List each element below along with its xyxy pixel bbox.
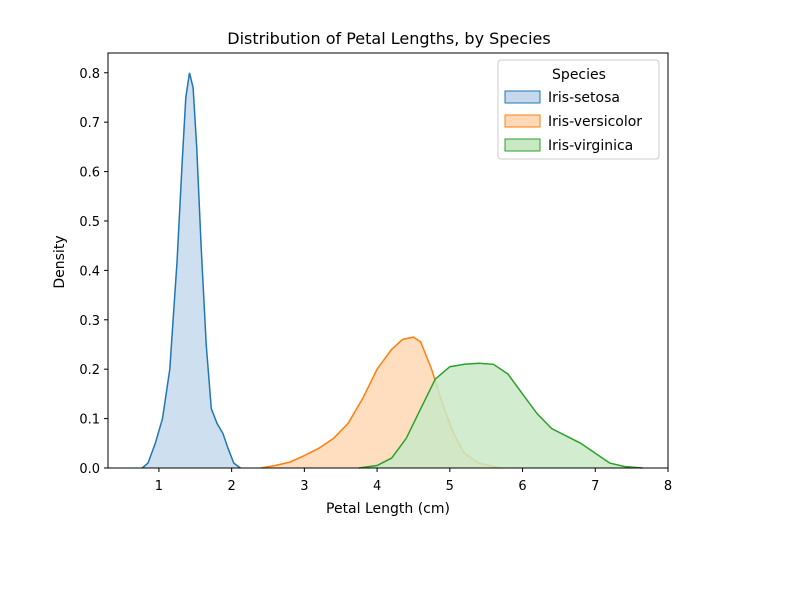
y-tick-label: 0.2 xyxy=(79,363,100,378)
legend-box xyxy=(497,59,660,160)
legend-label: Iris-versicolor xyxy=(548,114,642,130)
legend-title: Species xyxy=(552,67,606,83)
x-axis: 1 2 3 4 5 6 7 8 xyxy=(155,468,672,494)
x-tick-label: 1 xyxy=(155,479,163,494)
legend-swatch xyxy=(504,90,541,104)
x-tick-label: 5 xyxy=(446,479,454,494)
x-tick-label: 2 xyxy=(227,479,235,494)
y-tick-label: 0.4 xyxy=(79,264,100,279)
chart-title: Distribution of Petal Lengths, by Specie… xyxy=(227,29,550,48)
legend: Species Iris-setosa Iris-versicolor Iris-v… xyxy=(497,59,660,160)
plot-area xyxy=(141,72,643,469)
y-tick-label: 0.8 xyxy=(79,67,100,82)
y-tick-label: 0.6 xyxy=(79,166,100,181)
x-tick-label: 4 xyxy=(373,479,381,494)
legend-swatch xyxy=(504,114,541,128)
x-tick-label: 3 xyxy=(300,479,308,494)
y-axis: 0.0 0.1 0.2 0.3 0.4 0.5 0.6 0.7 0.8 xyxy=(79,67,108,477)
series-area-3 xyxy=(358,363,643,468)
axes-frame xyxy=(107,52,669,469)
y-tick-label: 0.1 xyxy=(79,413,100,428)
x-tick-label: 7 xyxy=(591,479,599,494)
y-tick-label: 0.3 xyxy=(79,314,100,329)
y-axis-label: Density xyxy=(52,235,68,288)
y-tick-label: 0.7 xyxy=(79,116,100,131)
series-line-1 xyxy=(141,72,241,469)
x-axis-label: Petal Length (cm) xyxy=(326,501,450,517)
series-line-3 xyxy=(358,362,643,469)
y-tick-label: 0.0 xyxy=(79,462,100,477)
x-tick-label: 6 xyxy=(518,479,526,494)
legend-swatch xyxy=(504,138,541,152)
y-tick-label: 0.5 xyxy=(79,215,100,230)
legend-label: Iris-virginica xyxy=(548,138,633,154)
x-tick-label: 8 xyxy=(664,479,672,494)
legend-label: Iris-setosa xyxy=(548,90,620,106)
series-area-1 xyxy=(142,72,241,469)
